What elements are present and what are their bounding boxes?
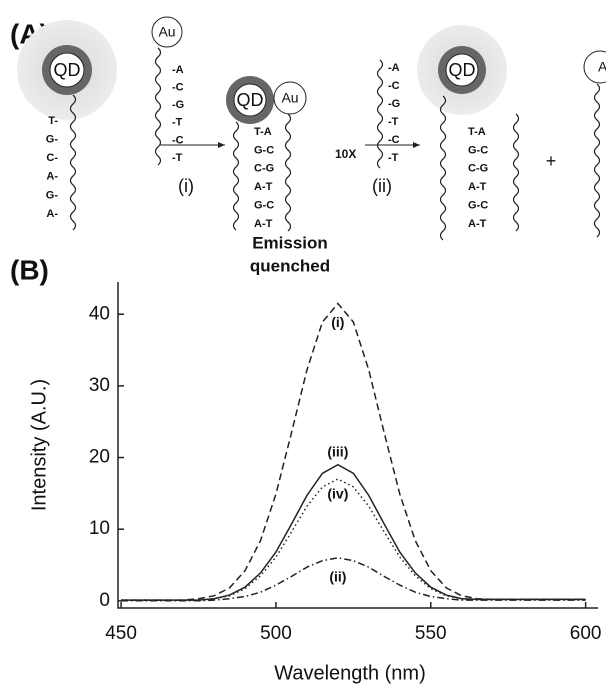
base-label: A- xyxy=(46,171,58,183)
dna-strand xyxy=(593,83,601,238)
x-tick-label: 550 xyxy=(415,623,447,644)
base-label: G- xyxy=(46,189,59,201)
dna-strand xyxy=(232,121,240,231)
base-label: A-T xyxy=(254,181,273,193)
base-label: C-G xyxy=(254,163,274,175)
base-label: T-A xyxy=(468,126,486,138)
step-label: (i) xyxy=(178,176,194,196)
dna-strand xyxy=(154,47,162,166)
base-label: -T xyxy=(388,152,399,164)
qd-label: QD xyxy=(237,90,264,110)
dna-strand xyxy=(512,113,520,232)
qd-label: QD xyxy=(54,60,81,80)
series-line xyxy=(121,557,586,602)
note: quenched xyxy=(250,256,330,275)
series-line xyxy=(121,463,586,601)
x-axis-title: Wavelength (nm) xyxy=(274,662,426,684)
base-label: A- xyxy=(46,208,58,220)
dna-strand xyxy=(284,113,292,232)
series-line xyxy=(121,478,586,601)
series-label: (ii) xyxy=(329,569,346,585)
x-tick-label: 450 xyxy=(105,623,137,644)
base-label: -A xyxy=(172,64,184,76)
arrow-head xyxy=(218,142,225,148)
qd-core xyxy=(445,53,479,87)
amount: 10X xyxy=(335,147,356,161)
qd-core xyxy=(49,52,85,88)
base-label: A-T xyxy=(468,181,487,193)
y-tick-label: 0 xyxy=(99,590,110,611)
y-tick-label: 20 xyxy=(89,447,110,468)
note: Emission xyxy=(252,233,328,252)
au-label: Au xyxy=(158,24,175,40)
base-label: -G xyxy=(172,99,184,111)
arrow-head xyxy=(413,142,420,148)
base-label: -C xyxy=(388,134,400,146)
base-label: G-C xyxy=(254,200,274,212)
base-label: -C xyxy=(172,134,184,146)
base-label: T- xyxy=(48,115,58,127)
series-label: (i) xyxy=(331,314,344,330)
base-label: -T xyxy=(172,117,183,129)
base-label: A-T xyxy=(468,218,487,230)
base-label: -T xyxy=(172,152,183,164)
base-label: T-A xyxy=(254,126,272,138)
au-particle xyxy=(273,81,307,115)
series-label: (iv) xyxy=(327,486,348,502)
qd-label: QD xyxy=(449,60,476,80)
base-label: C- xyxy=(46,152,58,164)
au-particle xyxy=(151,16,183,48)
base-label: -C xyxy=(388,80,400,92)
series-line xyxy=(121,302,586,601)
au-label: Au xyxy=(281,90,298,106)
plus: + xyxy=(546,151,557,171)
au-label: Au xyxy=(598,59,606,75)
base-label: G-C xyxy=(254,144,274,156)
x-tick-label: 600 xyxy=(570,623,602,644)
dna-strand xyxy=(69,94,77,231)
base-label: -C xyxy=(172,82,184,94)
x-tick-label: 500 xyxy=(260,623,292,644)
y-tick-label: 40 xyxy=(89,303,110,324)
y-tick-label: 10 xyxy=(89,518,110,539)
base-label: G-C xyxy=(468,200,488,212)
qd-core xyxy=(233,83,267,117)
series-label: (iii) xyxy=(327,443,348,459)
base-label: G- xyxy=(46,134,59,146)
panel-label: (B) xyxy=(10,254,49,285)
au-particle xyxy=(583,50,606,84)
base-label: -A xyxy=(388,62,400,74)
base-label: C-G xyxy=(468,163,488,175)
y-tick-label: 30 xyxy=(89,375,110,396)
step-label: (ii) xyxy=(372,176,392,196)
base-label: G-C xyxy=(468,144,488,156)
base-label: A-T xyxy=(254,218,273,230)
dna-strand xyxy=(439,95,447,241)
y-axis-title: Intensity (A.U.) xyxy=(28,379,50,511)
base-label: -T xyxy=(388,116,399,128)
axis-frame xyxy=(117,282,598,609)
base-label: -G xyxy=(388,98,400,110)
dna-strand xyxy=(376,59,384,169)
